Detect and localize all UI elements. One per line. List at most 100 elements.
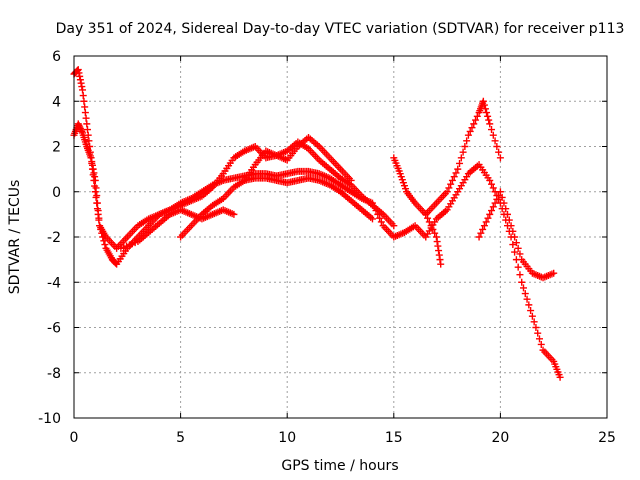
data-point [480,101,488,109]
data-point [528,312,536,320]
data-point [466,127,474,135]
data-point [84,126,92,134]
data-point [491,199,499,207]
data-point [86,148,94,156]
data-point [475,233,483,241]
data-point [434,242,442,250]
data-point [450,173,458,181]
data-point [79,86,87,94]
data-point [89,171,97,179]
data-point [516,271,524,279]
data-point [530,318,538,326]
data-point [431,229,439,237]
data-point [525,301,533,309]
data-point [377,218,385,226]
data-point [85,137,93,145]
series-sat-a [70,120,564,381]
data-point [537,340,545,348]
data-point [454,165,462,173]
y-tick-label: 0 [52,185,61,201]
data-point [77,79,85,87]
y-tick-label: 4 [52,94,61,110]
data-point [511,248,519,256]
data-point [432,233,440,241]
data-point [514,263,522,271]
data-point [79,92,87,100]
y-tick-label: -8 [47,366,61,382]
data-point [470,120,478,128]
data-point [368,215,376,223]
x-tick-label: 25 [598,430,616,446]
data-point [519,284,527,292]
x-tick-label: 20 [491,430,509,446]
data-point [92,193,100,201]
data-point [461,143,469,150]
data-point [505,216,513,224]
data-point [447,180,455,188]
data-point [93,199,101,207]
x-axis-label: GPS time / hours [281,458,398,474]
series-sat-e [241,133,355,184]
data-point [91,188,99,196]
data-point [485,116,493,124]
data-point [76,72,84,80]
y-tick-label: -6 [47,321,61,337]
data-point [464,131,472,139]
data-point [495,148,503,156]
data-point [76,76,84,84]
data-point [347,176,355,184]
data-point [511,233,519,241]
plot-frame [73,55,608,419]
data-point [521,290,529,298]
data-point [468,124,476,132]
data-point [443,188,451,196]
data-point [86,143,94,150]
data-point [496,188,504,196]
data-point [448,176,456,184]
data-point [512,239,520,247]
data-point [479,97,487,105]
data-point [473,112,481,120]
data-point [422,210,430,218]
data-point [488,207,496,215]
x-tick-label: 5 [176,430,185,446]
data-point [424,214,432,222]
data-point [509,241,517,249]
tick-labels: 0 5 10 15 20 25 -10 -8 -6 -4 -2 0 2 4 6 [38,49,616,446]
data-point [488,180,496,188]
data-point [486,120,494,128]
data-point [556,373,564,381]
data-point [84,131,92,139]
data-point [463,137,471,145]
data-point [483,109,491,117]
data-point [534,329,542,337]
data-point [425,218,433,226]
data-point [75,69,83,77]
data-point [504,210,512,218]
data-point [532,324,540,331]
y-tick-label: -10 [38,411,61,427]
y-tick-label: 2 [52,140,61,156]
data-point [496,154,504,162]
data-point [230,210,238,218]
y-tick-label: 6 [52,49,61,65]
data-point [78,83,86,91]
data-point [550,269,558,277]
data-point [436,256,444,264]
data-point [445,184,453,192]
data-point [527,307,535,315]
data-point [495,192,503,200]
data-point [516,250,524,258]
data-point [489,184,497,192]
data-point [514,244,522,252]
data-point [376,214,384,222]
data-point [479,225,487,233]
data-point [484,214,492,222]
data-point [477,229,485,237]
x-tick-label: 10 [278,430,296,446]
data-point [90,176,98,184]
data-point [80,97,88,105]
data-point [486,176,494,184]
data-point [78,127,86,135]
data-point [535,335,543,343]
